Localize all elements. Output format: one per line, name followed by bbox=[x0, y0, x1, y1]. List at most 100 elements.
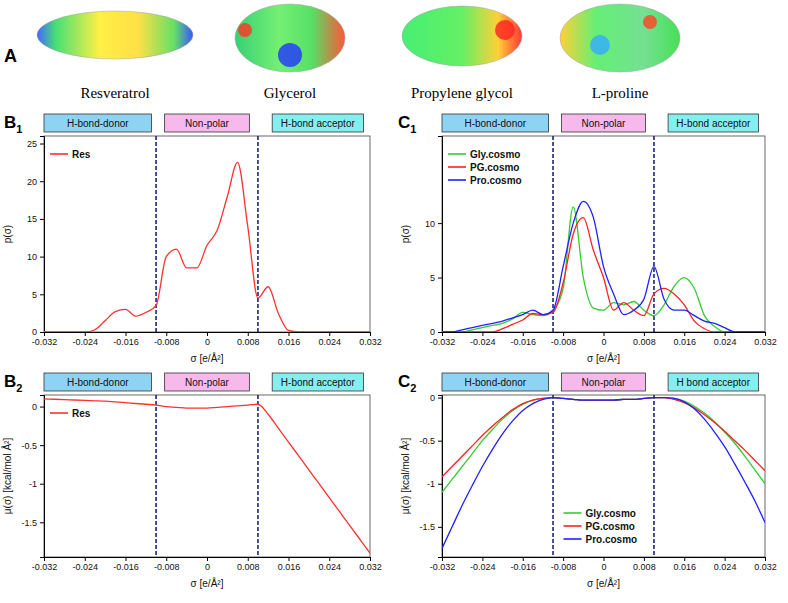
region-label: Non-polar bbox=[582, 118, 627, 129]
x-tick-label: 0 bbox=[205, 562, 210, 572]
x-tick-label: 0.008 bbox=[633, 337, 656, 347]
x-tick: -0.008 bbox=[154, 557, 180, 572]
x-tick-label: -0.008 bbox=[154, 337, 180, 347]
x-tick: 0 bbox=[601, 557, 606, 572]
x-tick-mark bbox=[563, 332, 564, 336]
region-threshold bbox=[257, 136, 259, 332]
legend-swatch bbox=[50, 153, 68, 155]
x-tick: 0.032 bbox=[359, 332, 382, 347]
x-tick: 0.024 bbox=[714, 332, 737, 347]
panel-letter: A bbox=[4, 46, 17, 66]
y-tick: 5 bbox=[430, 273, 442, 283]
y-axis-title: p(σ) bbox=[400, 225, 411, 243]
x-tick: 0.008 bbox=[633, 557, 656, 572]
y-tick-mark bbox=[438, 223, 442, 224]
x-axis-title: σ [e/Å²] bbox=[191, 352, 224, 364]
legend-label: PG.cosmo bbox=[586, 521, 635, 532]
y-tick-mark bbox=[40, 407, 44, 408]
y-tick-mark bbox=[40, 294, 44, 295]
region-box bbox=[442, 114, 549, 132]
x-tick-label: 0 bbox=[601, 562, 606, 572]
region-box bbox=[272, 114, 363, 132]
plot-marks bbox=[44, 395, 370, 557]
panel-letter-main: C bbox=[398, 113, 410, 132]
x-tick-label: -0.032 bbox=[32, 337, 58, 347]
y-tick-label: -0.5 bbox=[21, 441, 37, 451]
region-box bbox=[165, 373, 250, 391]
region-label: H-bond-donor bbox=[464, 118, 526, 129]
y-tick: -1 bbox=[29, 479, 44, 489]
legend-label: PG.cosmo bbox=[470, 162, 519, 173]
y-axis: 0-0.5-1-1.5 bbox=[21, 396, 44, 558]
x-tick: -0.024 bbox=[72, 557, 98, 572]
x-tick: 0 bbox=[601, 332, 606, 347]
region-threshold bbox=[552, 136, 554, 332]
panel-letter-index: 1 bbox=[410, 123, 416, 135]
y-tick-label: -1.5 bbox=[419, 522, 435, 532]
x-tick-label: 0.032 bbox=[359, 562, 382, 572]
region-threshold bbox=[155, 395, 157, 557]
x-tick-mark bbox=[370, 557, 371, 561]
series-line bbox=[442, 398, 765, 477]
x-tick-mark bbox=[126, 332, 127, 336]
x-tick: 0.016 bbox=[278, 332, 301, 347]
x-tick-mark bbox=[85, 557, 86, 561]
x-tick-mark bbox=[482, 332, 483, 336]
plot-frame bbox=[442, 395, 765, 557]
y-axis-title: μ(σ) [kcal/mol Å²] bbox=[399, 438, 411, 515]
x-tick-label: -0.008 bbox=[551, 562, 577, 572]
x-tick: 0.032 bbox=[754, 557, 777, 572]
x-axis-line bbox=[45, 558, 371, 562]
x-tick-label: -0.024 bbox=[72, 562, 98, 572]
y-tick: 0 bbox=[32, 402, 44, 412]
x-tick-mark bbox=[523, 332, 524, 336]
legend: Gly.cosmoPG.cosmoPro.cosmo bbox=[564, 508, 638, 545]
legend-label: Res bbox=[72, 149, 91, 160]
y-tick-mark bbox=[438, 278, 442, 279]
region-threshold bbox=[552, 395, 554, 557]
region-box bbox=[165, 114, 250, 132]
figure: AResveratrolGlycerolPropylene glycolL-pr… bbox=[0, 0, 788, 603]
legend-swatch bbox=[448, 166, 466, 168]
x-tick: -0.016 bbox=[510, 557, 536, 572]
x-tick-mark bbox=[725, 332, 726, 336]
x-tick-label: 0.024 bbox=[714, 562, 737, 572]
molecule-surface bbox=[402, 6, 522, 66]
panel-letter-index: 2 bbox=[16, 382, 22, 394]
x-tick: 0.016 bbox=[278, 557, 301, 572]
x-tick-label: -0.024 bbox=[470, 562, 496, 572]
series-line bbox=[442, 218, 765, 332]
x-tick-label: -0.024 bbox=[72, 337, 98, 347]
region-label: H-bond acceptor bbox=[281, 118, 356, 129]
x-tick-label: 0.032 bbox=[754, 337, 777, 347]
y-tick: -0.5 bbox=[419, 436, 442, 446]
panel-letter-index: 1 bbox=[16, 123, 22, 135]
series-line bbox=[44, 399, 370, 553]
x-axis: -0.032-0.024-0.016-0.00800.0080.0160.024… bbox=[430, 557, 777, 572]
region-threshold bbox=[257, 395, 259, 557]
x-tick-mark bbox=[725, 557, 726, 561]
surface-spot bbox=[238, 23, 252, 37]
x-tick-label: 0.008 bbox=[237, 337, 260, 347]
plot-marks bbox=[442, 136, 765, 332]
region-label: H-bond acceptor bbox=[676, 118, 751, 129]
x-tick-mark bbox=[644, 557, 645, 561]
legend-swatch bbox=[564, 512, 582, 514]
region-box bbox=[562, 114, 646, 132]
y-tick-mark bbox=[40, 144, 44, 145]
y-tick: 0 bbox=[430, 327, 442, 337]
x-tick-label: 0.016 bbox=[673, 337, 696, 347]
x-tick-label: -0.016 bbox=[113, 337, 139, 347]
y-tick-label: 0 bbox=[32, 327, 37, 337]
x-axis: -0.032-0.024-0.016-0.00800.0080.0160.024… bbox=[32, 332, 382, 347]
y-tick-label: 5 bbox=[32, 290, 37, 300]
legend-swatch bbox=[50, 412, 68, 414]
panel-letter-main: B bbox=[4, 113, 16, 132]
x-tick-label: 0.032 bbox=[754, 562, 777, 572]
x-axis-title: σ [e/Å²] bbox=[587, 577, 620, 589]
x-tick-label: -0.032 bbox=[32, 562, 58, 572]
x-tick-mark bbox=[126, 557, 127, 561]
y-tick: 10 bbox=[425, 218, 442, 228]
series-line bbox=[44, 162, 370, 332]
x-tick-label: -0.008 bbox=[551, 337, 577, 347]
